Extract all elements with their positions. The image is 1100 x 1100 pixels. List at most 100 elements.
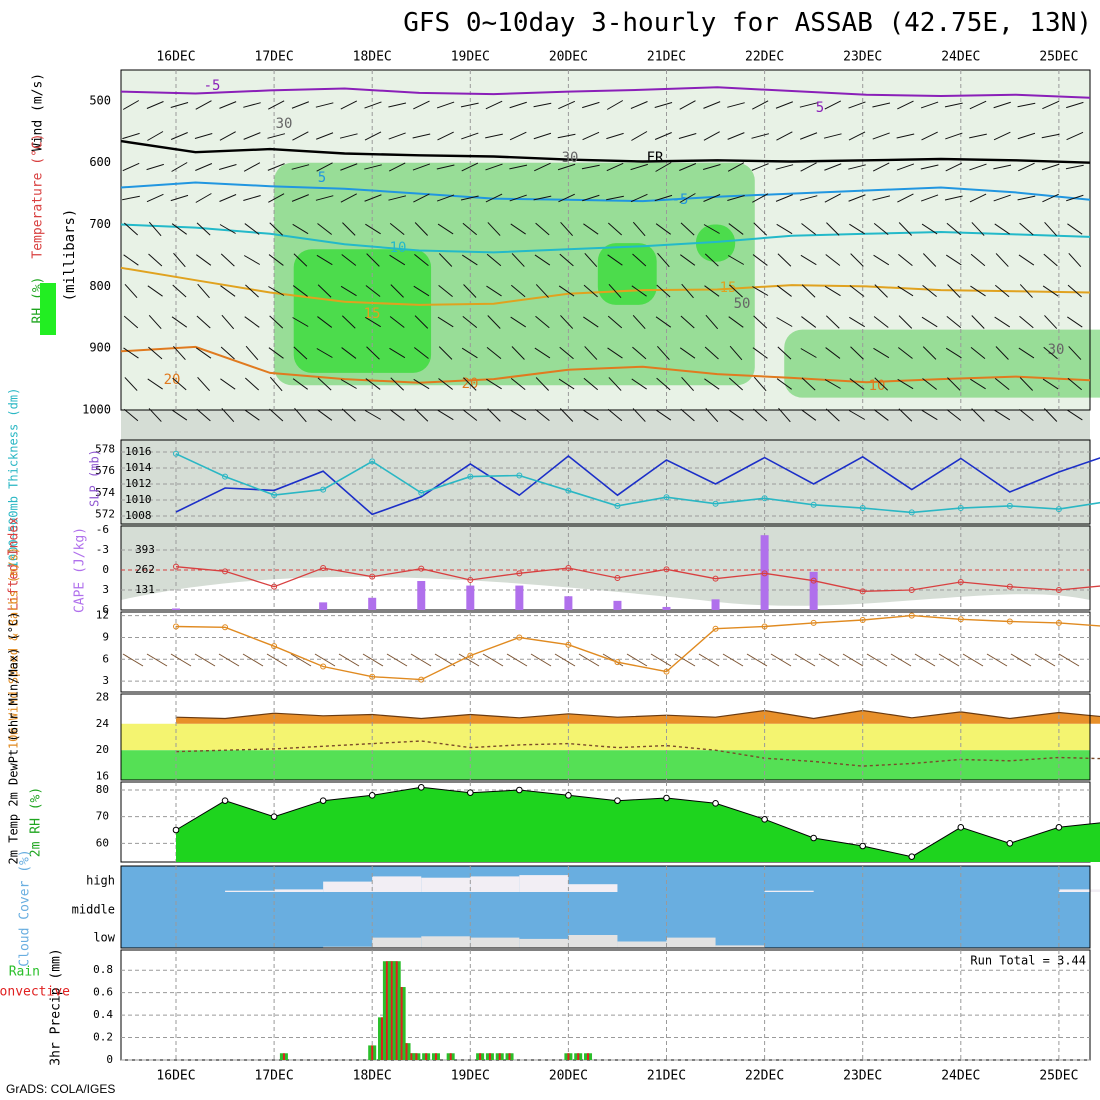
wind-barb (364, 101, 382, 109)
wind-barb (801, 316, 817, 328)
wind-barb (824, 379, 841, 389)
wind-barb (945, 162, 963, 172)
wind-barb (269, 408, 284, 422)
wind-barb (535, 315, 550, 329)
wind-barb (608, 283, 622, 299)
wind-barb (534, 347, 551, 359)
wind-barb (291, 194, 309, 202)
wind-barb (777, 253, 792, 267)
wind-barb (775, 164, 794, 170)
wind-barb (994, 409, 1011, 421)
wind-barb-10m (458, 653, 480, 667)
wind-barb (146, 193, 164, 203)
rh2m-point (663, 794, 670, 802)
rh2m-point (810, 834, 817, 842)
cloud-cover-block (470, 937, 520, 948)
wind-barb (436, 164, 455, 170)
wind-barb (510, 284, 526, 298)
wind-barb (414, 253, 429, 267)
rh2m-point (859, 842, 867, 850)
precip-convective-bar (395, 961, 398, 1060)
wind-barb (196, 254, 212, 266)
wind-barb (219, 131, 236, 141)
lifted-index-point (173, 563, 179, 570)
wind-barb (777, 346, 792, 360)
wind-barb (195, 163, 213, 171)
wind-barb (412, 133, 431, 139)
wind-barb (1042, 378, 1059, 390)
wind-barb (582, 131, 600, 141)
wind-barb (656, 284, 671, 298)
wind-barb-10m (170, 653, 192, 667)
thickness-point (565, 487, 572, 494)
wind-barb (413, 193, 430, 203)
wind-barb (1042, 100, 1060, 110)
wind-barb (511, 253, 525, 267)
wind-barb (826, 222, 840, 236)
wind-barb (873, 409, 889, 421)
wind-barb (462, 222, 478, 236)
wind-barb-10m (866, 653, 888, 667)
wind-barb-10m (362, 653, 384, 667)
wind-barb (1019, 408, 1034, 422)
wind-barb (122, 132, 140, 140)
wind-barb (728, 409, 744, 421)
temp-tick-label: 16 (96, 770, 109, 783)
thickness-point (173, 450, 179, 457)
wind-barb (1067, 223, 1083, 235)
wind-barb (776, 285, 792, 297)
precip-legend-convective: Convective (0, 985, 70, 1000)
precip-convective-bar (498, 1053, 501, 1060)
cape-bar (809, 571, 818, 610)
wind-barb (825, 315, 840, 329)
rh2m-line (175, 786, 1100, 858)
rh2m-point (221, 797, 229, 804)
thickness-point (418, 489, 425, 496)
wind-barb (993, 131, 1011, 141)
wind-barb (462, 409, 478, 421)
temp-frame (120, 693, 1091, 781)
cape-bar (711, 599, 720, 610)
wind-barb (461, 254, 478, 266)
wind-barb (654, 102, 673, 108)
wind-barb (123, 347, 139, 359)
wind-barb (681, 283, 694, 299)
contour-label: FR (647, 150, 664, 166)
wind-barb (1066, 409, 1083, 421)
lifted-index-tick-label: -3 (96, 543, 109, 556)
wind-barb (148, 253, 163, 267)
cloud-cover-block (568, 884, 618, 892)
wind-barb (221, 314, 235, 330)
wind-barb (534, 254, 551, 266)
wind-barb (848, 410, 866, 420)
wind-barb (219, 224, 236, 234)
wind-barb (316, 348, 333, 358)
wind-barb (897, 193, 914, 203)
cape-bar (172, 608, 180, 610)
wind-barb (463, 284, 477, 298)
wind-barb (1043, 346, 1058, 360)
wind-barb (581, 164, 600, 170)
wind-barb-10m (986, 653, 1008, 667)
footer-credit: GrADS: COLA/IGES (6, 1082, 116, 1096)
wind-barb (607, 315, 623, 329)
cloud-frame (120, 865, 1091, 949)
y-tick-label: 700 (89, 217, 111, 231)
wind-barb (898, 253, 913, 267)
wind-barb (1041, 163, 1060, 171)
wind-barb (680, 254, 696, 266)
wind-barb (970, 378, 986, 390)
wind-barb (195, 193, 212, 203)
wind-barb-10m (1058, 653, 1080, 667)
contour-label: 5 (816, 100, 824, 116)
wind-barb (752, 100, 769, 110)
wind-barb (559, 253, 574, 267)
wind-barb (606, 162, 624, 172)
cape-bar (515, 585, 524, 610)
wind-barb (485, 100, 503, 110)
wind-barb (123, 315, 139, 329)
lifted-index-tick-label: 0 (102, 563, 109, 576)
wind-barb (412, 163, 431, 171)
y-tick-label: 500 (89, 93, 111, 107)
slp-line (175, 454, 1100, 516)
